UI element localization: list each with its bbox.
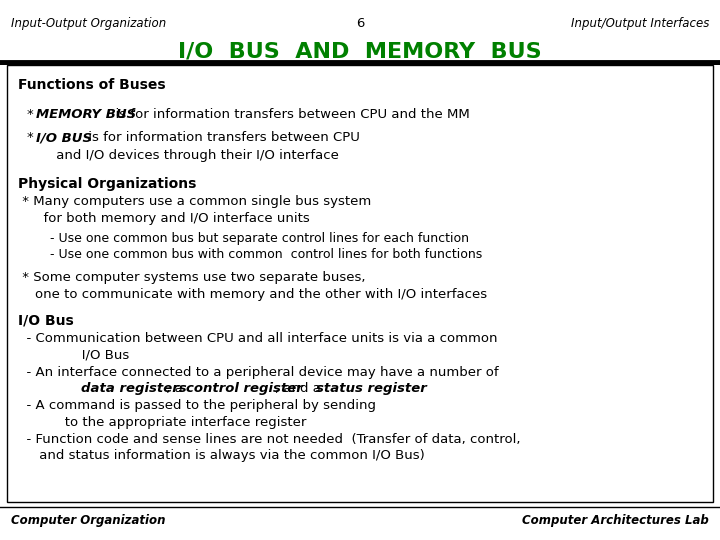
Text: status register: status register bbox=[316, 382, 427, 395]
Text: data registers: data registers bbox=[81, 382, 187, 395]
Text: Input-Output Organization: Input-Output Organization bbox=[11, 17, 166, 30]
Text: - A command is passed to the peripheral by sending: - A command is passed to the peripheral … bbox=[18, 399, 376, 412]
Text: - Communication between CPU and all interface units is via a common: - Communication between CPU and all inte… bbox=[18, 332, 498, 345]
Text: Computer Architectures Lab: Computer Architectures Lab bbox=[523, 514, 709, 527]
Text: 6: 6 bbox=[356, 17, 364, 30]
Text: to the appropriate interface register: to the appropriate interface register bbox=[18, 416, 307, 429]
Text: I/O Bus: I/O Bus bbox=[18, 313, 73, 327]
Text: Input/Output Interfaces: Input/Output Interfaces bbox=[571, 17, 709, 30]
Text: one to communicate with memory and the other with I/O interfaces: one to communicate with memory and the o… bbox=[18, 288, 487, 301]
Text: - Function code and sense lines are not needed  (Transfer of data, control,: - Function code and sense lines are not … bbox=[18, 433, 521, 446]
Text: and I/O devices through their I/O interface: and I/O devices through their I/O interf… bbox=[18, 149, 339, 162]
Text: - An interface connected to a peripheral device may have a number of: - An interface connected to a peripheral… bbox=[18, 366, 499, 379]
Text: * Many computers use a common single bus system: * Many computers use a common single bus… bbox=[18, 195, 372, 208]
Text: MEMORY BUS: MEMORY BUS bbox=[36, 108, 136, 121]
Text: I/O BUS: I/O BUS bbox=[36, 131, 92, 144]
Text: Functions of Buses: Functions of Buses bbox=[18, 78, 166, 92]
Text: Computer Organization: Computer Organization bbox=[11, 514, 166, 527]
Text: is for information transfers between CPU: is for information transfers between CPU bbox=[84, 131, 359, 144]
FancyBboxPatch shape bbox=[7, 65, 713, 502]
Text: for both memory and I/O interface units: for both memory and I/O interface units bbox=[18, 212, 310, 225]
Text: , and a: , and a bbox=[275, 382, 325, 395]
Text: - Use one common bus with common  control lines for both functions: - Use one common bus with common control… bbox=[18, 248, 482, 261]
Text: *: * bbox=[27, 131, 38, 144]
Text: Physical Organizations: Physical Organizations bbox=[18, 177, 197, 191]
Text: *: * bbox=[27, 108, 38, 121]
Text: I/O Bus: I/O Bus bbox=[18, 349, 130, 362]
Text: is for information transfers between CPU and the MM: is for information transfers between CPU… bbox=[107, 108, 469, 121]
Text: * Some computer systems use two separate buses,: * Some computer systems use two separate… bbox=[18, 271, 366, 284]
Text: I/O  BUS  AND  MEMORY  BUS: I/O BUS AND MEMORY BUS bbox=[178, 41, 542, 61]
Text: control register: control register bbox=[186, 382, 302, 395]
Text: , a: , a bbox=[162, 382, 187, 395]
Text: and status information is always via the common I/O Bus): and status information is always via the… bbox=[18, 449, 425, 462]
Text: - Use one common bus but separate control lines for each function: - Use one common bus but separate contro… bbox=[18, 232, 469, 245]
